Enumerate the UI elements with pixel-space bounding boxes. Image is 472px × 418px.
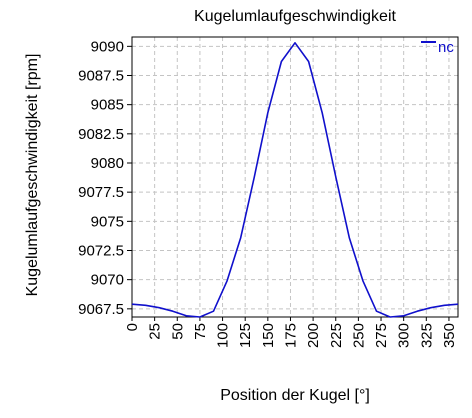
x-tick-label: 300 xyxy=(396,323,413,348)
y-tick-label: 9077.5 xyxy=(78,184,124,201)
x-tick-label: 350 xyxy=(441,323,458,348)
y-tick-label: 9085 xyxy=(91,97,124,114)
x-tick-label: 125 xyxy=(237,323,254,348)
chart-title: Kugelumlaufgeschwindigkeit xyxy=(194,8,396,25)
x-tick-label: 175 xyxy=(282,323,299,348)
x-tick-label: 75 xyxy=(192,323,209,340)
x-tick-label: 250 xyxy=(350,323,367,348)
x-tick-label: 200 xyxy=(305,323,322,348)
y-tick-label: 9090 xyxy=(91,38,124,55)
grid xyxy=(131,37,458,317)
y-tick-label: 9072.5 xyxy=(78,243,124,260)
y-tick-label: 9082.5 xyxy=(78,126,124,143)
series-line xyxy=(131,41,459,318)
y-tick-label: 9070 xyxy=(91,272,124,289)
x-tick-label: 25 xyxy=(147,323,164,340)
x-axis: 0 25 50 75 100 125 150 175 200 225 250 275 300 325 350 xyxy=(124,317,458,348)
y-tick-label: 9087.5 xyxy=(78,68,124,85)
legend: nc xyxy=(421,39,454,56)
x-tick-label: 50 xyxy=(169,323,186,340)
x-tick-label: 0 xyxy=(124,323,141,331)
x-tick-label: 225 xyxy=(328,323,345,348)
y-axis-label: Kugelumlaufgeschwindigkeit [rpm] xyxy=(24,54,41,297)
series-group xyxy=(131,41,459,318)
x-tick-label: 275 xyxy=(373,323,390,348)
x-tick-label: 100 xyxy=(215,323,232,348)
x-tick-label: 325 xyxy=(418,323,435,348)
x-tick-label: 150 xyxy=(260,323,277,348)
y-tick-label: 9080 xyxy=(91,155,124,172)
y-tick-label: 9067.5 xyxy=(78,301,124,318)
y-axis: 9067.5 9070 9072.5 9075 9077.5 9080 9082.5 9085… xyxy=(78,38,132,318)
plot-area xyxy=(131,36,459,318)
legend-label: nc xyxy=(438,39,454,56)
y-tick-label: 9075 xyxy=(91,213,124,230)
x-axis-label: Position der Kugel [°] xyxy=(220,387,370,404)
